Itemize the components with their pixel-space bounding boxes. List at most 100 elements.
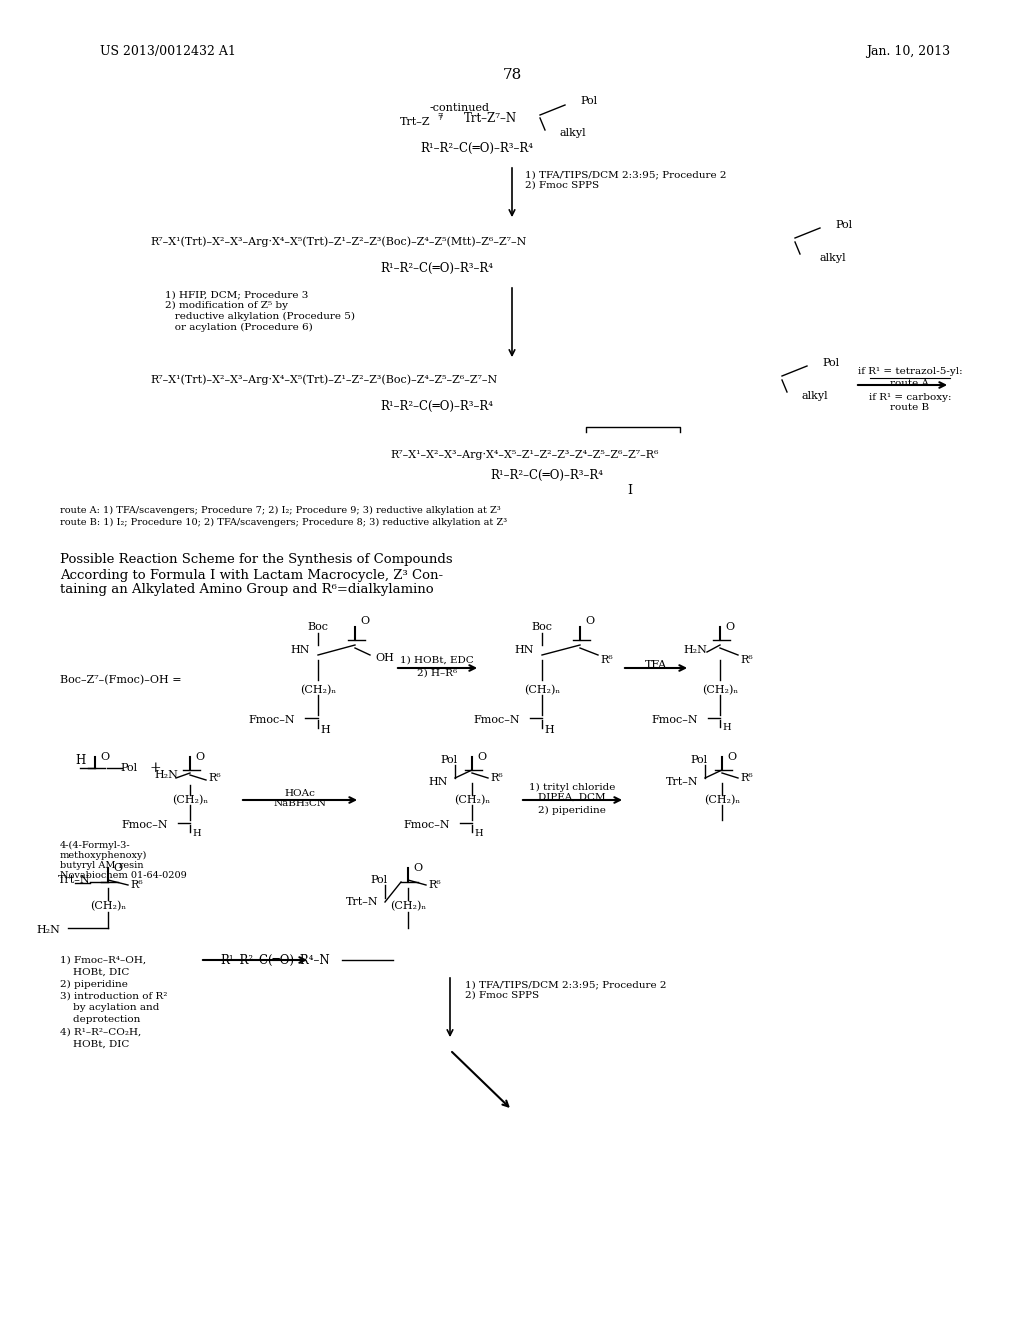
- Text: Trt–Z: Trt–Z: [399, 117, 430, 127]
- Text: H: H: [193, 829, 201, 837]
- Text: +: +: [150, 762, 161, 775]
- Text: HOBt, DIC: HOBt, DIC: [60, 968, 129, 977]
- Text: (CH₂)ₙ: (CH₂)ₙ: [454, 795, 490, 805]
- Text: R¹–R²–C(═O)–R³–R⁴: R¹–R²–C(═O)–R³–R⁴: [490, 469, 603, 482]
- Text: 3) introduction of R²: 3) introduction of R²: [60, 991, 167, 1001]
- Text: R⁶: R⁶: [130, 880, 142, 890]
- Text: R⁶: R⁶: [208, 774, 221, 783]
- Text: if R¹ = tetrazol-5-yl:: if R¹ = tetrazol-5-yl:: [858, 367, 963, 376]
- Text: HOAc: HOAc: [285, 788, 315, 797]
- Text: Fmoc–N: Fmoc–N: [249, 715, 295, 725]
- Text: H₂N: H₂N: [155, 770, 178, 780]
- Text: O: O: [100, 752, 110, 762]
- Text: O: O: [114, 863, 123, 873]
- Text: R⁷–X¹(Trt)–X²–X³–Arg·X⁴–X⁵(Trt)–Z¹–Z²–Z³(Boc)–Z⁴–Z⁵(Mtt)–Z⁶–Z⁷–N: R⁷–X¹(Trt)–X²–X³–Arg·X⁴–X⁵(Trt)–Z¹–Z²–Z³…: [150, 236, 526, 247]
- Text: H: H: [722, 723, 731, 733]
- Text: R⁷–X¹(Trt)–X²–X³–Arg·X⁴–X⁵(Trt)–Z¹–Z²–Z³(Boc)–Z⁴–Z⁵–Z⁶–Z⁷–N: R⁷–X¹(Trt)–X²–X³–Arg·X⁴–X⁵(Trt)–Z¹–Z²–Z³…: [150, 375, 498, 385]
- Text: deprotection: deprotection: [60, 1015, 140, 1024]
- Text: Fmoc–N: Fmoc–N: [473, 715, 520, 725]
- Text: HN: HN: [291, 645, 310, 655]
- Text: alkyl: alkyl: [820, 253, 847, 263]
- Text: 2) piperidine: 2) piperidine: [538, 805, 606, 814]
- Text: 2) H–R⁶: 2) H–R⁶: [417, 668, 457, 677]
- Text: alkyl: alkyl: [802, 391, 828, 401]
- Text: 1) HOBt, EDC: 1) HOBt, EDC: [400, 656, 474, 664]
- Text: HN: HN: [428, 777, 449, 787]
- Text: Pol: Pol: [370, 875, 387, 884]
- Text: -continued: -continued: [430, 103, 490, 114]
- Text: (CH₂)ₙ: (CH₂)ₙ: [300, 685, 336, 696]
- Text: OH: OH: [375, 653, 394, 663]
- Text: NaBH₃CN: NaBH₃CN: [273, 799, 327, 808]
- Text: taining an Alkylated Amino Group and R⁶=dialkylamino: taining an Alkylated Amino Group and R⁶=…: [60, 583, 433, 597]
- Text: 4-(4-Formyl-3-: 4-(4-Formyl-3-: [60, 841, 131, 850]
- Text: O: O: [360, 616, 370, 626]
- Text: (CH₂)ₙ: (CH₂)ₙ: [90, 900, 126, 911]
- Text: Trt–N: Trt–N: [58, 875, 91, 884]
- Text: H: H: [75, 754, 85, 767]
- Text: (CH₂)ₙ: (CH₂)ₙ: [701, 685, 738, 696]
- Text: R⁶: R⁶: [740, 774, 753, 783]
- Text: R⁶: R⁶: [490, 774, 503, 783]
- Text: O: O: [196, 752, 205, 762]
- Text: Fmoc–N: Fmoc–N: [122, 820, 168, 830]
- Text: (CH₂)ₙ: (CH₂)ₙ: [172, 795, 208, 805]
- Text: 2) modification of Z⁵ by: 2) modification of Z⁵ by: [165, 301, 288, 310]
- Text: 7: 7: [437, 112, 442, 120]
- Text: R⁶: R⁶: [428, 880, 440, 890]
- Text: Pol: Pol: [440, 755, 457, 766]
- Text: HN: HN: [514, 645, 534, 655]
- Text: 1) trityl chloride: 1) trityl chloride: [528, 783, 615, 792]
- Text: O: O: [477, 752, 486, 762]
- Text: by acylation and: by acylation and: [60, 1003, 160, 1012]
- Text: route A: 1) TFA/scavengers; Procedure 7; 2) I₂; Procedure 9; 3) reductive alkyla: route A: 1) TFA/scavengers; Procedure 7;…: [60, 506, 501, 515]
- Text: Trt–N: Trt–N: [345, 898, 378, 907]
- Text: 2) Fmoc SPPS: 2) Fmoc SPPS: [465, 991, 539, 1001]
- Text: 2) Fmoc SPPS: 2) Fmoc SPPS: [525, 181, 599, 190]
- Text: Boc: Boc: [531, 622, 553, 632]
- Text: methoxyphenoxy): methoxyphenoxy): [60, 850, 147, 859]
- Text: R⁶: R⁶: [740, 655, 753, 665]
- Text: I: I: [628, 483, 633, 496]
- Text: R¹–R²–C(═O)–R⁴–N: R¹–R²–C(═O)–R⁴–N: [220, 953, 330, 966]
- Text: According to Formula I with Lactam Macrocycle, Z³ Con-: According to Formula I with Lactam Macro…: [60, 569, 443, 582]
- Text: 7: 7: [437, 114, 442, 121]
- Text: 1) HFIP, DCM; Procedure 3: 1) HFIP, DCM; Procedure 3: [165, 290, 308, 300]
- Text: Fmoc–N: Fmoc–N: [403, 820, 450, 830]
- Text: H: H: [474, 829, 482, 837]
- Text: TFA: TFA: [645, 660, 667, 671]
- Text: 2) piperidine: 2) piperidine: [60, 979, 128, 989]
- Text: Pol: Pol: [120, 763, 137, 774]
- Text: R⁶: R⁶: [600, 655, 612, 665]
- Text: R¹–R²–C(═O)–R³–R⁴: R¹–R²–C(═O)–R³–R⁴: [380, 400, 493, 412]
- Text: Pol: Pol: [822, 358, 839, 368]
- Text: route A: route A: [891, 379, 930, 388]
- Text: Boc: Boc: [307, 622, 329, 632]
- Text: Boc–Z⁷–(Fmoc)–OH =: Boc–Z⁷–(Fmoc)–OH =: [60, 675, 181, 685]
- Text: (CH₂)ₙ: (CH₂)ₙ: [703, 795, 740, 805]
- Text: 1) TFA/TIPS/DCM 2:3:95; Procedure 2: 1) TFA/TIPS/DCM 2:3:95; Procedure 2: [465, 979, 667, 989]
- Text: R¹–R²–C(═O)–R³–R⁴: R¹–R²–C(═O)–R³–R⁴: [420, 141, 534, 154]
- Text: Trt–Z⁷–N: Trt–Z⁷–N: [464, 111, 516, 124]
- Text: Trt–N: Trt–N: [666, 777, 698, 787]
- Text: alkyl: alkyl: [560, 128, 587, 139]
- Text: Pol: Pol: [835, 220, 852, 230]
- Text: 1) Fmoc–R⁴–OH,: 1) Fmoc–R⁴–OH,: [60, 956, 146, 965]
- Text: Pol: Pol: [690, 755, 708, 766]
- Text: Pol: Pol: [580, 96, 597, 106]
- Text: 78: 78: [503, 69, 521, 82]
- Text: route B: route B: [891, 403, 930, 412]
- Text: O: O: [725, 622, 734, 632]
- Text: 1) TFA/TIPS/DCM 2:3:95; Procedure 2: 1) TFA/TIPS/DCM 2:3:95; Procedure 2: [525, 170, 726, 180]
- Text: DIPEA, DCM: DIPEA, DCM: [539, 792, 606, 801]
- Text: HOBt, DIC: HOBt, DIC: [60, 1040, 129, 1048]
- Text: O: O: [586, 616, 595, 626]
- Text: if R¹ = carboxy:: if R¹ = carboxy:: [868, 392, 951, 401]
- Text: H₂N: H₂N: [683, 645, 707, 655]
- Text: Possible Reaction Scheme for the Synthesis of Compounds: Possible Reaction Scheme for the Synthes…: [60, 553, 453, 566]
- Text: Jan. 10, 2013: Jan. 10, 2013: [866, 45, 950, 58]
- Text: (CH₂)ₙ: (CH₂)ₙ: [390, 900, 426, 911]
- Text: H: H: [319, 725, 330, 735]
- Text: or acylation (Procedure 6): or acylation (Procedure 6): [165, 323, 312, 333]
- Text: O: O: [414, 863, 423, 873]
